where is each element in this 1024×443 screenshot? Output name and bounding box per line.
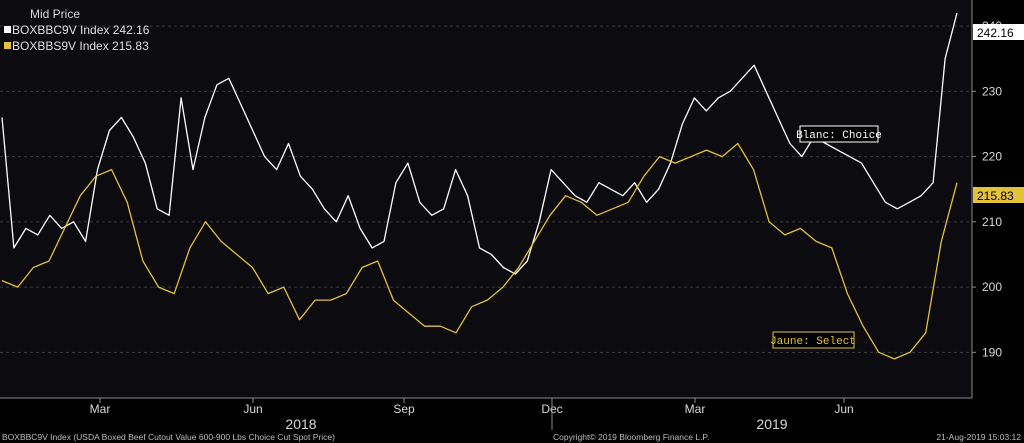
x-year-label-2018: 2018 (285, 416, 316, 432)
legend-label-choice: BOXBBC9V Index 242.16 (12, 23, 150, 37)
y-tick-label-210: 210 (982, 215, 1002, 229)
last-value-tag-choice: 242.16 (973, 24, 1024, 40)
series-layer (1, 12, 958, 360)
last-value-tag-select: 215.83 (973, 187, 1024, 203)
footer-copyright: Copyright© 2019 Bloomberg Finance L.P. (553, 432, 709, 442)
y-tick-label-190: 190 (982, 345, 1002, 359)
x-tick-label-2: Sep (393, 402, 415, 416)
footer-timestamp: 21-Aug-2019 15:03:12 (936, 432, 1021, 442)
annotation-select-text: Jaune: Select (770, 336, 856, 348)
y-tick-label-200: 200 (982, 280, 1002, 294)
annotation-choice-box (799, 125, 879, 143)
footer-source: BOXBBC9V Index (USDA Boxed Beef Cutout V… (2, 432, 335, 442)
legend: Mid Price BOXBBC9V Index 242.16 BOXBBS9V… (4, 7, 150, 53)
annotation-select: Jaune: Select (770, 331, 856, 349)
series-line-choice (1, 12, 958, 275)
x-tick-label-0: Mar (90, 402, 111, 416)
last-value-tag-select-bg (973, 187, 1024, 203)
x-axis-ticks: Mar Jun Sep Dec Mar Jun (90, 398, 854, 430)
y-tick-label-220: 220 (982, 150, 1002, 164)
legend-label-select: BOXBBS9V Index 215.83 (12, 39, 149, 53)
legend-swatch-select (4, 42, 11, 49)
y-tick-label-230: 230 (982, 84, 1002, 98)
legend-swatch-choice (4, 26, 11, 33)
x-tick-label-5: Jun (834, 402, 853, 416)
x-tick-label-4: Mar (685, 402, 706, 416)
x-year-label-2019: 2019 (756, 416, 787, 432)
last-value-tag-choice-text: 242.16 (977, 26, 1014, 40)
last-value-tag-select-text: 215.83 (977, 189, 1014, 203)
series-line-select (1, 142, 958, 360)
annotation-choice-text: Blanc: Choice (796, 130, 882, 142)
x-tick-label-1: Jun (243, 402, 262, 416)
gridlines (0, 25, 972, 353)
annotation-choice: Blanc: Choice (796, 125, 882, 143)
last-value-tag-choice-bg (973, 24, 1024, 40)
legend-title: Mid Price (30, 7, 80, 21)
annotation-select-box (772, 331, 855, 349)
